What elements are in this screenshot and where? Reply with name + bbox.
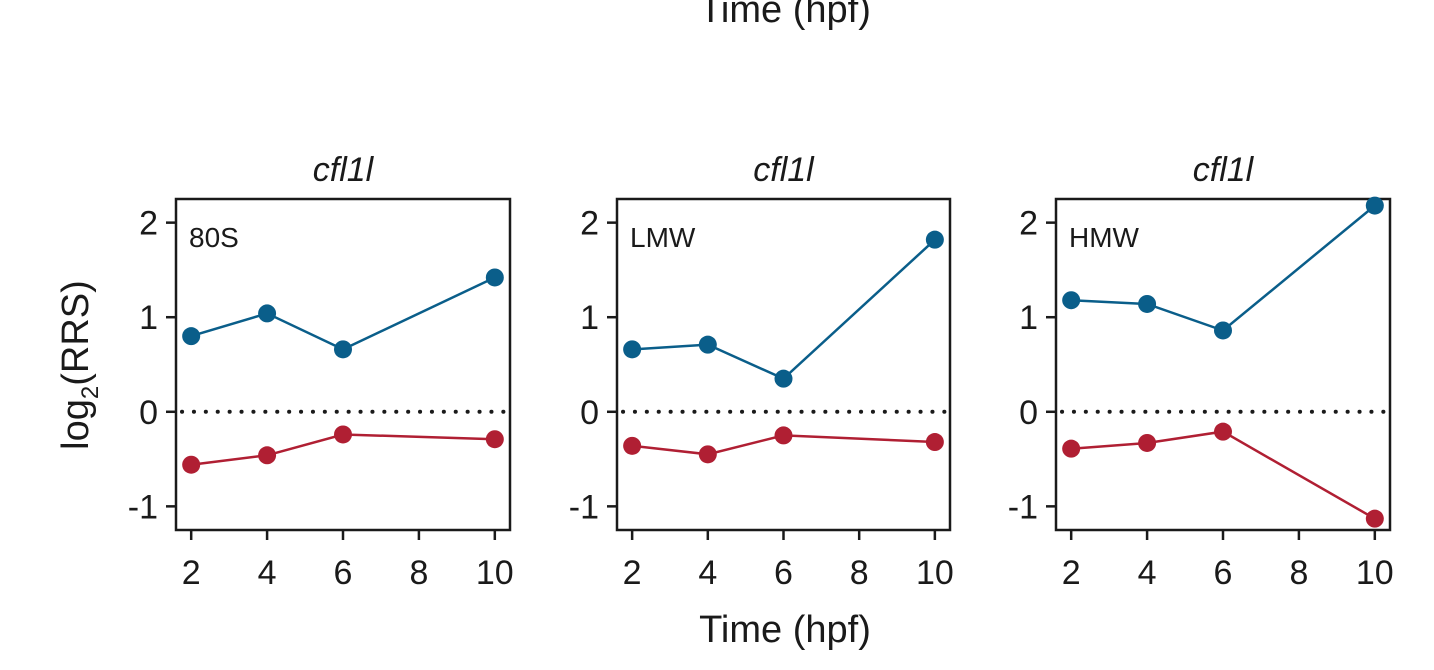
data-point-lower: [698, 445, 717, 464]
x-tick-label: 10: [916, 554, 954, 592]
y-tick-label: -1: [569, 488, 599, 526]
top-cropped-xlabel: Time (hpf): [699, 0, 871, 31]
y-tick-label: 0: [139, 394, 158, 432]
panel-title: cfl1l: [313, 151, 375, 189]
data-point-upper: [1365, 196, 1384, 215]
x-tick-label: 6: [1214, 554, 1233, 592]
y-axis-label-base: log: [55, 399, 97, 450]
x-tick-label: 4: [258, 554, 277, 592]
data-point-upper: [623, 340, 642, 359]
x-tick-label: 4: [698, 554, 717, 592]
x-tick-label: 8: [850, 554, 869, 592]
data-point-lower: [1214, 422, 1232, 441]
y-tick-label: 1: [1019, 299, 1038, 337]
series-line-lower: [191, 433, 495, 466]
y-tick-label: 1: [139, 299, 158, 337]
x-tick-label: 2: [623, 554, 642, 592]
data-point-lower: [774, 426, 793, 445]
x-tick-label: 2: [182, 554, 201, 592]
series-line-upper: [1071, 204, 1376, 332]
data-point-upper: [698, 335, 717, 354]
x-tick-label: 8: [1289, 554, 1308, 592]
data-point-upper: [258, 304, 277, 323]
panel-2: cfl1l LMW -1 0 1 2 2 4 6 8 10: [569, 151, 954, 592]
data-point-upper: [485, 268, 504, 287]
data-point-upper: [1138, 294, 1157, 313]
data-point-lower: [334, 425, 352, 444]
data-point-upper: [334, 340, 352, 359]
data-point-lower: [182, 455, 201, 474]
data-point-lower: [1365, 509, 1384, 528]
panel-title: cfl1l: [753, 151, 815, 189]
data-point-upper: [1214, 321, 1232, 340]
y-tick-label: -1: [128, 488, 158, 526]
svg-text:log2(RRS): log2(RRS): [55, 280, 104, 450]
series-line-lower: [1071, 430, 1376, 520]
y-tick-label: 1: [580, 299, 599, 337]
y-tick-label: 2: [580, 205, 599, 243]
y-axis-label-subscript: 2: [77, 386, 104, 399]
y-axis-label-rest: (RRS): [55, 280, 97, 386]
x-tick-label: 4: [1138, 554, 1157, 592]
y-tick-label: 2: [139, 205, 158, 243]
x-tick-label: 10: [1356, 554, 1394, 592]
panel-3: cfl1l HMW -1 0 1 2 2 4 6 8 10: [1008, 151, 1394, 592]
data-point-upper: [774, 369, 793, 388]
series-line-upper: [632, 238, 936, 381]
data-point-upper: [925, 230, 944, 249]
data-point-upper: [182, 327, 201, 346]
data-point-lower: [623, 436, 642, 455]
y-tick-label: 0: [580, 394, 599, 432]
y-tick-label: -1: [1008, 488, 1038, 526]
x-tick-label: 8: [409, 554, 428, 592]
x-tick-label: 10: [476, 554, 514, 592]
panel-tag: LMW: [630, 222, 696, 253]
data-point-lower: [925, 433, 944, 452]
x-tick-label: 6: [334, 554, 353, 592]
series-line-upper: [190, 276, 496, 351]
x-axis-label: Time (hpf): [699, 609, 871, 651]
y-tick-label: 2: [1019, 205, 1038, 243]
x-tick-label: 2: [1062, 554, 1081, 592]
y-tick-label: 0: [1019, 394, 1038, 432]
panel-title: cfl1l: [1193, 151, 1255, 189]
x-tick-label: 6: [774, 554, 793, 592]
data-point-lower: [1062, 439, 1081, 458]
panel-tag: HMW: [1069, 222, 1140, 253]
panel-tag: 80S: [189, 222, 239, 253]
panel-1: cfl1l 80S -1 0 1 2 2 4 6 8 10: [128, 151, 514, 592]
data-point-lower: [258, 446, 277, 465]
series-line-lower: [631, 434, 935, 456]
y-axis-label: log2(RRS): [55, 280, 104, 450]
data-point-upper: [1062, 291, 1081, 310]
data-point-lower: [1138, 433, 1157, 452]
data-point-lower: [485, 430, 504, 449]
